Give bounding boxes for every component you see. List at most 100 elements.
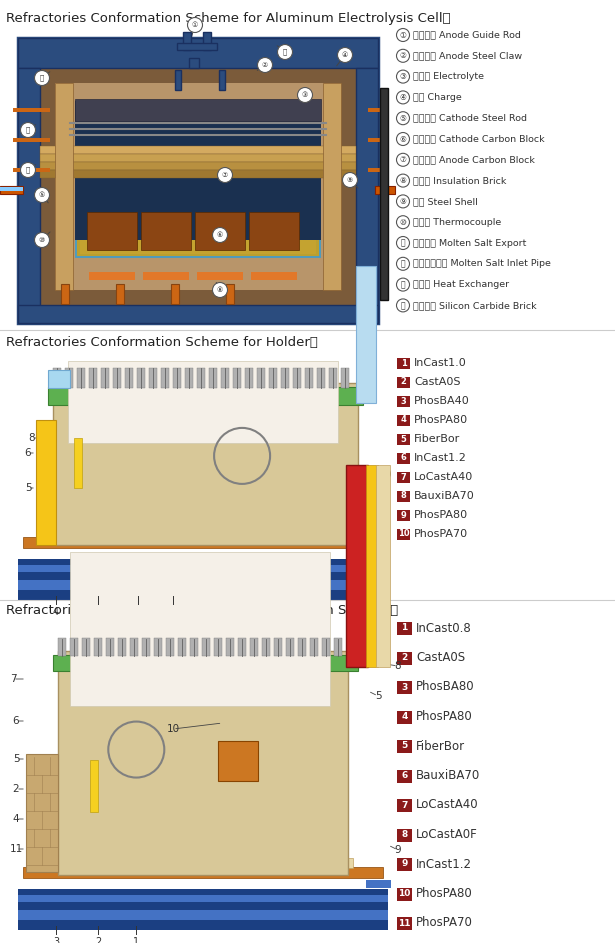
Bar	[94, 638, 102, 656]
Bar	[368, 138, 383, 142]
Text: ④: ④	[400, 93, 407, 102]
Text: Refractories Conformation Scheme for Aluminum Electrolysis Cell：: Refractories Conformation Scheme for Alu…	[6, 12, 451, 25]
Text: 阴极钙棒 Cathode Steel Rod: 阴极钙棒 Cathode Steel Rod	[413, 114, 527, 123]
Circle shape	[20, 123, 36, 138]
Bar	[397, 917, 412, 930]
Text: 11: 11	[9, 844, 23, 854]
Bar	[113, 368, 121, 388]
Bar	[53, 368, 61, 388]
Bar	[18, 902, 388, 910]
Bar	[197, 368, 205, 388]
Bar	[154, 638, 162, 656]
Bar	[18, 920, 388, 930]
Text: 2: 2	[400, 377, 407, 387]
Bar	[36, 420, 56, 545]
Text: ⑤: ⑤	[400, 114, 407, 123]
Bar	[322, 638, 330, 656]
Bar	[185, 368, 193, 388]
Bar	[118, 638, 126, 656]
Bar	[90, 760, 98, 812]
Bar	[214, 638, 222, 656]
Bar	[61, 284, 69, 304]
Text: 5: 5	[375, 691, 381, 701]
Bar	[197, 272, 243, 280]
Bar	[13, 108, 50, 112]
Bar	[397, 710, 412, 723]
Text: ⑥: ⑥	[217, 232, 223, 238]
Bar	[221, 368, 229, 388]
Text: 阳极导杆 Anode Guide Rod: 阳极导杆 Anode Guide Rod	[413, 30, 521, 40]
Text: LoCastA40: LoCastA40	[416, 799, 478, 812]
Bar	[171, 284, 179, 304]
Bar	[334, 638, 342, 656]
Bar	[397, 453, 410, 464]
Bar	[143, 272, 189, 280]
Bar	[40, 162, 356, 170]
Bar	[323, 83, 341, 290]
Bar	[40, 146, 356, 154]
Bar	[40, 518, 62, 528]
Text: ⑭: ⑭	[283, 49, 287, 56]
Bar	[209, 368, 217, 388]
Text: 8: 8	[400, 491, 407, 501]
Text: ⑧: ⑧	[400, 176, 407, 185]
Bar	[397, 491, 410, 502]
Bar	[233, 368, 241, 388]
Text: 6: 6	[402, 771, 408, 780]
Bar	[305, 368, 313, 388]
Bar	[55, 83, 73, 290]
Bar	[368, 168, 383, 172]
Text: 炉料 Charge: 炉料 Charge	[413, 93, 462, 102]
Bar	[18, 68, 40, 323]
Bar	[274, 638, 282, 656]
Bar	[23, 537, 378, 548]
Bar	[18, 565, 383, 572]
Bar	[173, 368, 181, 388]
Bar	[0, 187, 23, 191]
Bar	[356, 68, 378, 323]
Text: LoCastA0F: LoCastA0F	[416, 828, 478, 841]
Bar	[375, 186, 395, 194]
Bar	[238, 638, 246, 656]
Bar	[257, 368, 265, 388]
Bar	[356, 266, 376, 403]
Bar	[281, 368, 289, 388]
Bar	[18, 559, 383, 565]
Bar	[43, 858, 353, 868]
Text: LoCastA40: LoCastA40	[414, 472, 474, 482]
Text: PhosPA80: PhosPA80	[416, 710, 473, 723]
Text: PhosPA80: PhosPA80	[414, 510, 468, 520]
Circle shape	[258, 58, 272, 73]
Bar	[106, 570, 110, 595]
Bar	[58, 638, 66, 656]
Text: 9: 9	[385, 470, 391, 480]
Bar	[219, 70, 225, 90]
Circle shape	[34, 71, 49, 86]
Bar	[397, 740, 412, 753]
Text: ⑤: ⑤	[39, 192, 45, 198]
Bar	[58, 651, 348, 875]
Text: 5: 5	[13, 754, 19, 764]
Text: ①: ①	[400, 30, 407, 40]
Text: 6: 6	[25, 448, 31, 458]
Bar	[125, 368, 133, 388]
Text: 10: 10	[119, 433, 132, 443]
Text: 保温砖 Insulation Brick: 保温砖 Insulation Brick	[413, 176, 506, 185]
Text: ⑬: ⑬	[401, 280, 405, 290]
Bar	[18, 38, 378, 68]
Bar	[18, 572, 383, 580]
Text: 8: 8	[29, 433, 35, 443]
Bar	[397, 434, 410, 445]
Bar	[55, 83, 341, 290]
Text: ⑧: ⑧	[217, 287, 223, 293]
Bar	[245, 368, 253, 388]
Bar	[397, 472, 410, 483]
Text: 3: 3	[400, 396, 407, 405]
Bar	[26, 754, 58, 872]
Bar	[397, 415, 410, 426]
Circle shape	[20, 162, 36, 177]
Bar	[293, 368, 301, 388]
Text: 1: 1	[400, 358, 407, 368]
Text: 阳极炭块 Anode Carbon Block: 阳极炭块 Anode Carbon Block	[413, 156, 535, 164]
Bar	[251, 272, 297, 280]
